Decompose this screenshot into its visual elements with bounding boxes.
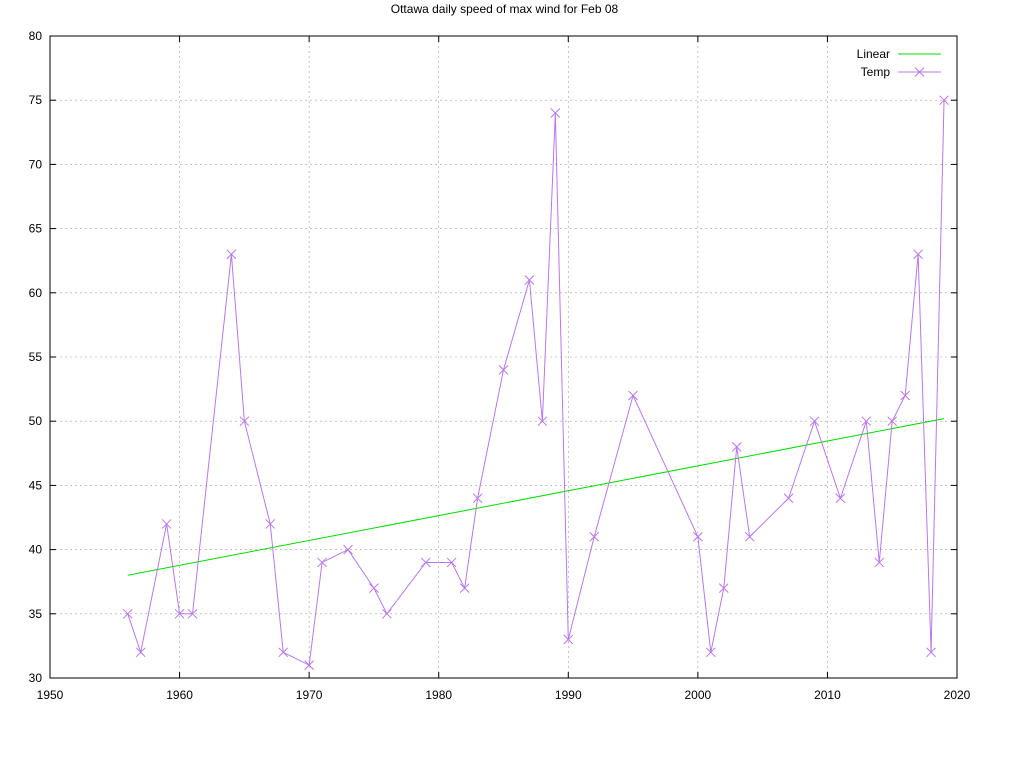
chart-title: Ottawa daily speed of max wind for Feb 0… bbox=[391, 2, 619, 16]
data-point bbox=[459, 583, 470, 593]
y-tick-label: 30 bbox=[29, 671, 43, 685]
y-tick-label: 75 bbox=[29, 93, 43, 107]
data-point bbox=[874, 557, 885, 568]
y-tick-label: 60 bbox=[29, 286, 43, 300]
data-point bbox=[861, 416, 872, 427]
x-tick-label: 1950 bbox=[37, 688, 64, 702]
x-tick-label: 1980 bbox=[425, 688, 452, 702]
legend-label-temp: Temp bbox=[861, 65, 891, 79]
y-tick-label: 45 bbox=[29, 478, 43, 492]
x-tick-label: 2000 bbox=[685, 688, 712, 702]
data-point bbox=[265, 519, 276, 529]
data-point bbox=[809, 416, 820, 427]
data-point bbox=[537, 416, 548, 427]
series-temp bbox=[122, 95, 949, 671]
data-point bbox=[187, 608, 198, 619]
x-tick-label: 1960 bbox=[166, 688, 193, 702]
x-tick-label: 1990 bbox=[555, 688, 582, 702]
data-point bbox=[563, 634, 574, 645]
data-point bbox=[939, 95, 949, 106]
data-point bbox=[472, 493, 483, 504]
data-point bbox=[744, 531, 755, 542]
series-linear bbox=[127, 418, 945, 576]
data-point bbox=[887, 416, 898, 427]
data-point bbox=[304, 660, 314, 671]
data-point bbox=[628, 390, 638, 401]
data-point bbox=[122, 608, 133, 619]
data-point bbox=[718, 583, 729, 593]
y-tick-label: 50 bbox=[29, 414, 43, 428]
y-tick-label: 65 bbox=[29, 222, 43, 236]
data-point bbox=[524, 275, 535, 285]
data-point bbox=[369, 583, 379, 593]
data-point bbox=[926, 647, 936, 658]
data-point bbox=[783, 493, 794, 504]
data-point bbox=[135, 647, 146, 658]
data-point bbox=[498, 364, 509, 375]
x-tick-label: 1970 bbox=[296, 688, 323, 702]
data-point bbox=[239, 416, 250, 427]
data-point bbox=[446, 557, 457, 568]
data-point bbox=[174, 608, 185, 619]
data-point bbox=[835, 493, 846, 504]
grid bbox=[50, 36, 957, 678]
data-point bbox=[705, 647, 716, 658]
data-point bbox=[693, 531, 703, 542]
data-point bbox=[731, 442, 742, 452]
data-point bbox=[913, 249, 923, 260]
x-tick-label: 2020 bbox=[944, 688, 971, 702]
legend-marker-temp bbox=[914, 67, 925, 77]
data-point bbox=[278, 647, 289, 658]
y-tick-label: 55 bbox=[29, 350, 43, 364]
x-tick-label: 2010 bbox=[814, 688, 841, 702]
legend: Linear Temp bbox=[857, 47, 941, 79]
y-tick-label: 35 bbox=[29, 607, 43, 621]
data-point bbox=[161, 519, 172, 529]
series-layer bbox=[122, 95, 949, 671]
data-point bbox=[900, 390, 911, 401]
data-point bbox=[420, 557, 431, 568]
legend-label-linear: Linear bbox=[857, 47, 890, 61]
data-point bbox=[589, 531, 600, 542]
data-point bbox=[382, 608, 392, 619]
axes: 1950 1960 1970 1980 1990 2000 2010 2020 30 35 40 45… bbox=[29, 29, 971, 702]
y-tick-label: 70 bbox=[29, 157, 43, 171]
series-line-linear bbox=[127, 418, 945, 576]
data-point bbox=[317, 557, 327, 568]
y-tick-label: 80 bbox=[29, 29, 43, 43]
data-point bbox=[343, 544, 353, 555]
data-point bbox=[226, 249, 237, 260]
y-tick-label: 40 bbox=[29, 543, 43, 557]
data-point bbox=[550, 108, 561, 118]
series-line-temp bbox=[127, 100, 945, 666]
